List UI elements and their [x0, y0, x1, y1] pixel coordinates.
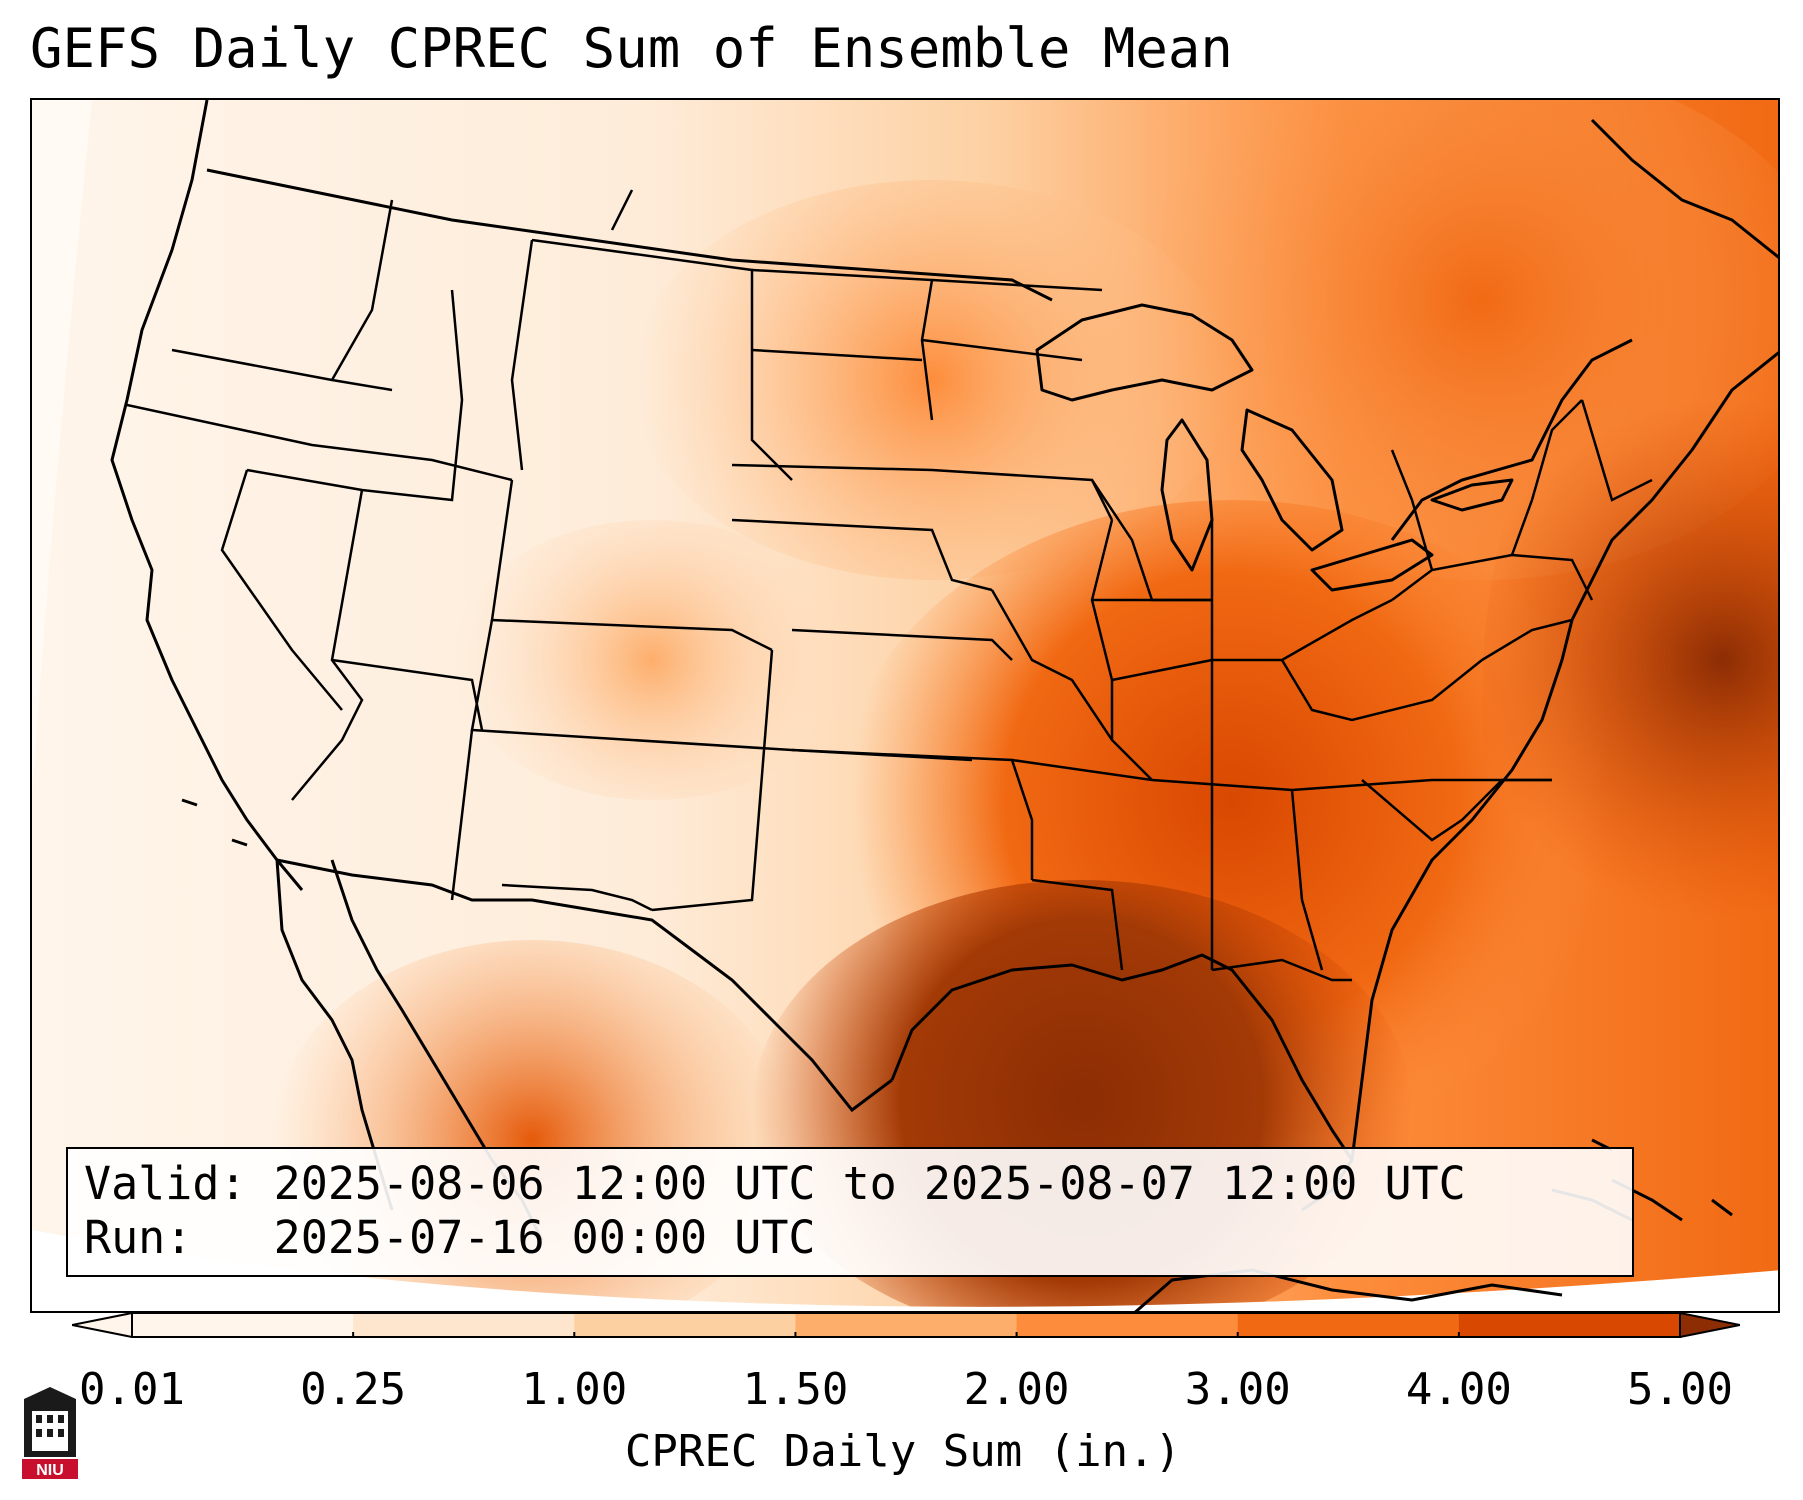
colorbar-segment [1237, 1313, 1460, 1337]
svg-text:NIU: NIU [36, 1462, 64, 1479]
colorbar-label: CPREC Daily Sum (in.) [624, 1426, 1182, 1477]
colorbar-segment [1016, 1313, 1239, 1337]
colorbar-tick-label: 0.25 [300, 1364, 407, 1415]
great-lakes [1035, 303, 1514, 592]
colorbar-segment [795, 1313, 1018, 1337]
colorbar-ticks [131, 1332, 1681, 1338]
colorbar-tick-label: 5.00 [1627, 1364, 1733, 1415]
colorbar-extend-high [1679, 1312, 1740, 1338]
colorbar-tick-label: 2.00 [963, 1364, 1070, 1415]
colorbar [72, 1312, 1740, 1338]
map-panel [30, 98, 1780, 1313]
niu-logo: NIU [22, 1387, 78, 1479]
colorbar-segment [574, 1313, 796, 1337]
colorbar-segment [132, 1313, 354, 1337]
valid-value: 2025-08-06 12:00 UTC to 2025-08-07 12:00… [273, 1157, 1466, 1210]
valid-line: Valid: 2025-08-06 12:00 UTC to 2025-08-0… [84, 1161, 1466, 1206]
valid-label: Valid: [84, 1157, 247, 1210]
colorbar-tick-label: 1.50 [742, 1364, 849, 1415]
run-value: 2025-07-16 00:00 UTC [273, 1211, 816, 1264]
validity-info-box: Valid: 2025-08-06 12:00 UTC to 2025-08-0… [66, 1147, 1634, 1277]
colorbar-segment [353, 1313, 575, 1337]
colorbar-extend-low [72, 1312, 133, 1338]
precip-field [32, 100, 1778, 1311]
chart-title: GEFS Daily CPREC Sum of Ensemble Mean [30, 17, 1233, 80]
colorbar-tick-label: 4.00 [1405, 1364, 1512, 1415]
run-label: Run: [84, 1211, 193, 1264]
state-borders [126, 189, 1653, 982]
colorbar-tick-label: 1.00 [521, 1364, 628, 1415]
precip-map [32, 100, 1778, 1311]
colorbar-outline [131, 1312, 1681, 1338]
colorbar-tick-label: 3.00 [1184, 1364, 1291, 1415]
colorbar-segment [1458, 1313, 1681, 1337]
colorbar-tick-label: 0.01 [79, 1364, 185, 1415]
colorbar-segments [72, 1312, 1740, 1338]
run-line: Run: 2025-07-16 00:00 UTC [84, 1215, 816, 1260]
